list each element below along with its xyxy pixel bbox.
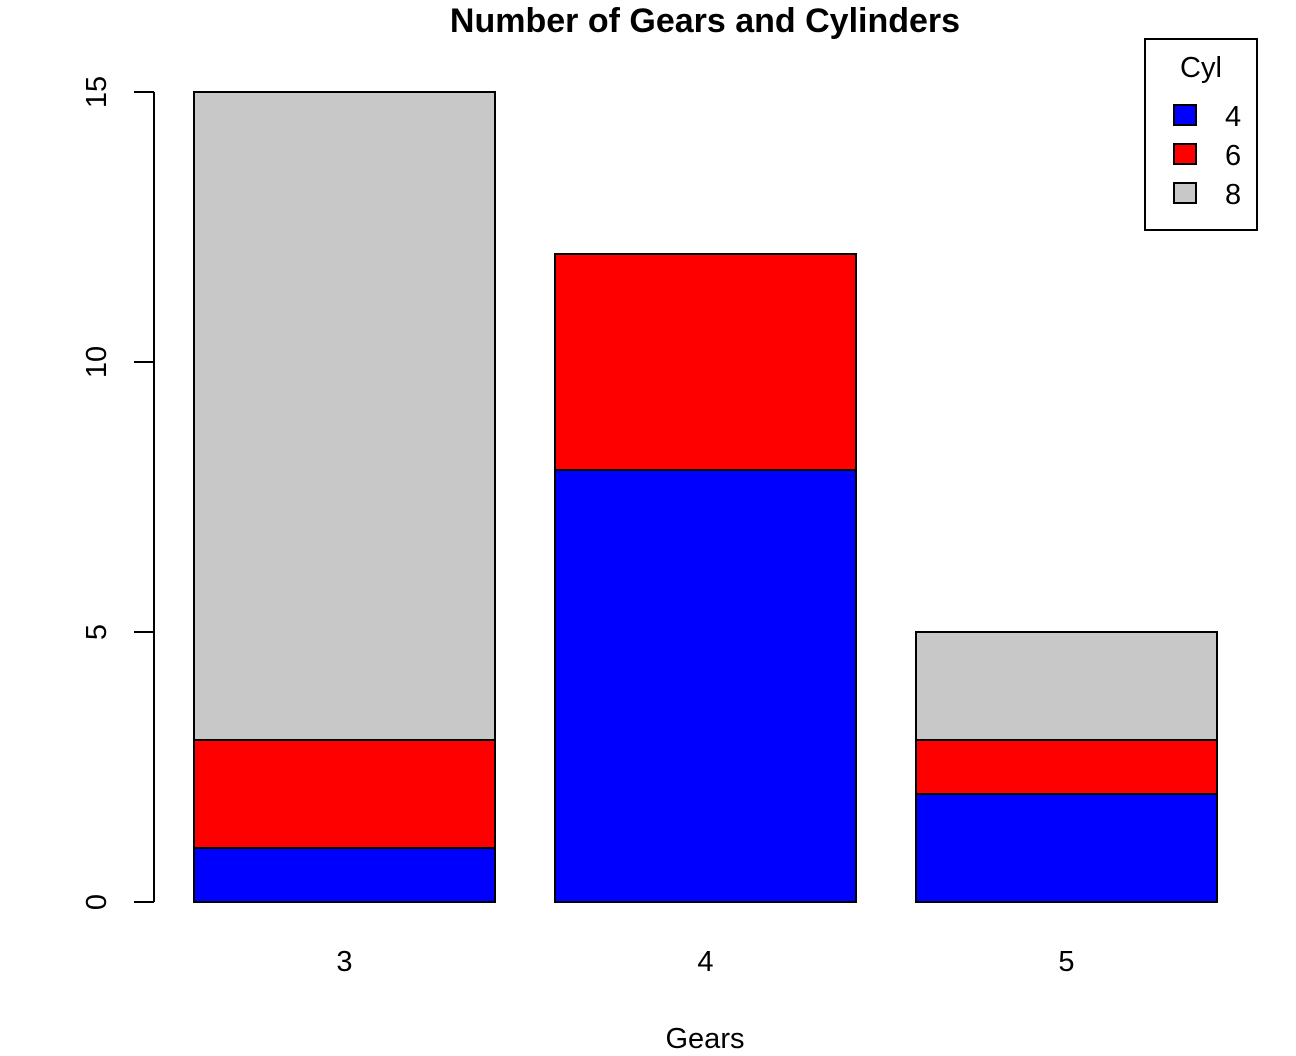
bar-segment-gear-5-cyl-4 [915, 793, 1218, 903]
legend-label-4: 4 [1225, 101, 1241, 133]
bar-segment-gear-4-cyl-4 [554, 469, 857, 903]
y-tick-label-15: 15 [81, 76, 113, 108]
y-axis: 0 5 10 15 [81, 76, 155, 910]
x-tick-label-5: 5 [1058, 946, 1074, 978]
bar-segment-gear-5-cyl-6 [915, 739, 1218, 795]
y-tick-label-5: 5 [81, 624, 113, 640]
legend-label-8: 8 [1225, 179, 1241, 211]
bars-group [193, 91, 1218, 903]
legend-label-6: 6 [1225, 140, 1241, 172]
legend-box [1144, 38, 1258, 231]
bar-segment-gear-5-cyl-8 [915, 631, 1218, 741]
y-tick-label-0: 0 [81, 894, 113, 910]
bar-segment-gear-4-cyl-6 [554, 253, 857, 471]
x-axis-label: Gears [666, 1023, 745, 1055]
legend-items: 4 6 8 [1173, 101, 1241, 211]
x-tick-labels: 3 4 5 [336, 946, 1074, 978]
legend: Cyl 4 6 8 [1144, 38, 1258, 231]
legend-swatch-6 [1173, 143, 1197, 165]
chart-title: Number of Gears and Cylinders [450, 2, 960, 40]
x-tick-label-3: 3 [336, 946, 352, 978]
legend-swatch-8 [1173, 182, 1197, 204]
bar-segment-gear-3-cyl-4 [193, 847, 496, 903]
bar-segment-gear-3-cyl-8 [193, 91, 496, 741]
y-tick-label-10: 10 [81, 346, 113, 378]
bar-segment-gear-3-cyl-6 [193, 739, 496, 849]
legend-title: Cyl [1180, 52, 1222, 84]
x-tick-label-4: 4 [697, 946, 713, 978]
legend-swatch-4 [1173, 104, 1197, 126]
